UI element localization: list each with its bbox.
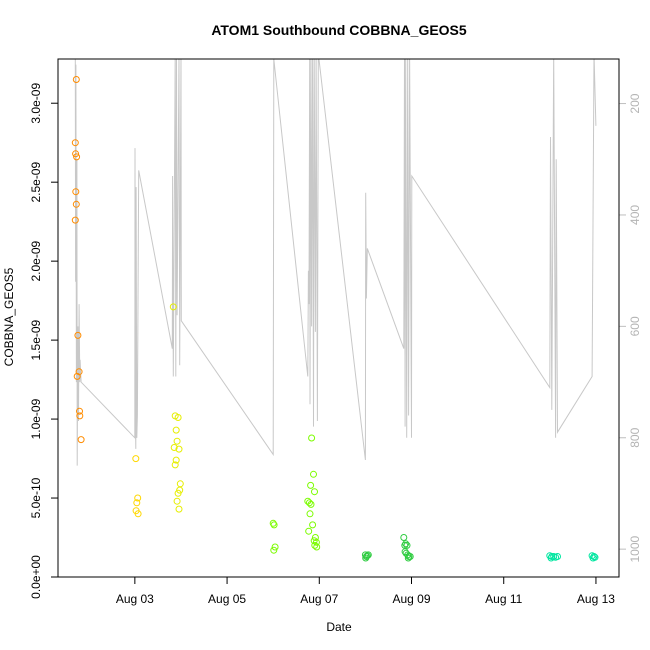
data-point <box>74 331 82 339</box>
data-point <box>362 554 370 562</box>
data-point <box>132 455 140 463</box>
data-point <box>172 456 180 464</box>
data-point <box>311 488 318 496</box>
secondary-tick-label: 1000 <box>628 535 642 562</box>
data-point <box>590 553 598 560</box>
data-point <box>170 444 178 451</box>
data-point <box>171 461 179 469</box>
data-point <box>270 546 278 554</box>
data-point <box>134 494 142 502</box>
x-tick-label: Aug 09 <box>392 592 430 606</box>
data-point <box>71 216 79 224</box>
data-point <box>311 541 319 549</box>
y-tick-label: 0.0e+00 <box>29 555 43 599</box>
data-point <box>76 412 84 420</box>
data-point <box>309 521 317 529</box>
data-point <box>73 372 81 380</box>
x-tick-label: Aug 05 <box>208 592 246 606</box>
pressure-trace-line <box>74 59 597 466</box>
data-point <box>308 434 316 442</box>
x-tick-label: Aug 07 <box>300 592 338 606</box>
data-point <box>175 505 183 513</box>
data-point <box>404 554 412 562</box>
data-point <box>307 481 315 489</box>
y-tick-label: 2.0e-09 <box>29 240 43 281</box>
data-point <box>174 489 182 497</box>
data-point <box>305 499 313 507</box>
data-point <box>547 554 555 562</box>
data-point <box>310 537 318 545</box>
data-point <box>73 153 81 161</box>
data-point <box>172 426 180 434</box>
x-tick-label: Aug 03 <box>116 592 154 606</box>
data-point <box>169 303 177 311</box>
data-point <box>554 553 561 560</box>
data-point <box>305 527 313 535</box>
data-points <box>71 76 599 562</box>
data-point <box>76 407 83 415</box>
y-tick-label: 1.5e-09 <box>29 319 43 360</box>
data-point <box>176 480 184 488</box>
data-point <box>75 368 83 376</box>
data-point <box>313 543 321 551</box>
x-axis-label: Date <box>326 620 352 634</box>
x-tick-label: Aug 11 <box>485 592 522 606</box>
pressure-trace <box>74 59 597 466</box>
data-point <box>306 510 314 518</box>
y-axis-label: COBBNA_GEOS5 <box>2 267 16 366</box>
data-point <box>175 445 183 453</box>
data-point <box>133 499 141 507</box>
data-point <box>400 534 408 541</box>
data-point <box>72 188 80 196</box>
axes: Aug 03 Aug 05 Aug 07 Aug 09 Aug 11 Aug 13 0.0e… <box>29 83 642 606</box>
data-point <box>134 510 142 518</box>
secondary-tick-label: 600 <box>628 316 642 336</box>
secondary-tick-label: 400 <box>628 205 642 225</box>
x-tick-label: Aug 13 <box>577 592 615 606</box>
chart-title: ATOM1 Southbound COBBNA_GEOS5 <box>211 22 467 38</box>
y-tick-label: 3.0e-09 <box>29 83 43 124</box>
secondary-tick-label: 200 <box>628 93 642 113</box>
y-tick-label: 1.0e-09 <box>29 398 43 439</box>
secondary-tick-label: 800 <box>628 427 642 447</box>
data-point <box>174 414 182 421</box>
data-point <box>307 500 315 508</box>
data-point <box>403 541 411 549</box>
data-point <box>271 543 279 551</box>
data-point <box>589 554 597 562</box>
y-tick-label: 2.5e-09 <box>29 162 43 203</box>
data-point <box>71 139 79 147</box>
data-point <box>311 534 319 541</box>
data-point <box>270 521 278 529</box>
data-point <box>72 200 80 208</box>
data-point <box>72 76 80 83</box>
data-point <box>406 553 414 560</box>
data-point <box>310 470 317 478</box>
data-point <box>72 150 80 158</box>
data-point <box>173 437 181 445</box>
y-tick-label: 5.0e-10 <box>29 477 43 518</box>
data-point <box>173 497 181 505</box>
data-point <box>77 436 85 444</box>
plot-frame <box>57 58 620 578</box>
